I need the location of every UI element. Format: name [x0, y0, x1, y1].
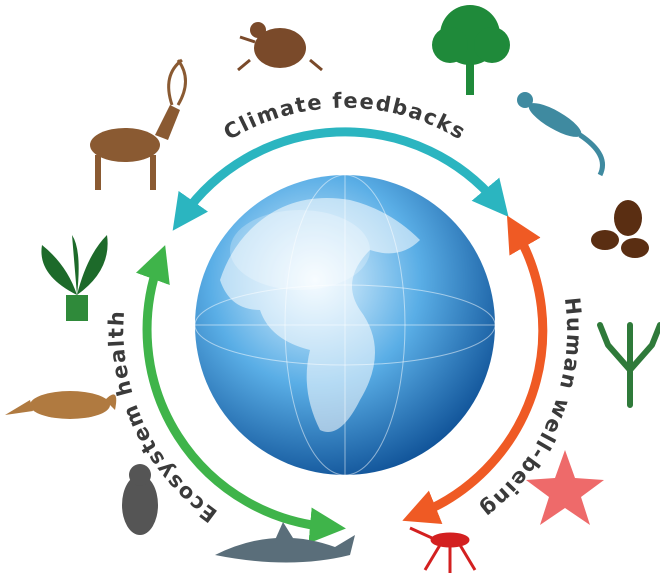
- arrow-ecosystem: [135, 245, 346, 544]
- lizard-icon: [517, 92, 605, 177]
- arrow-human: [402, 215, 548, 524]
- arrow-climate: [172, 127, 509, 231]
- globe: [194, 174, 496, 476]
- shark-icon: [215, 522, 355, 563]
- penguin-icon: [122, 464, 158, 535]
- starfish-icon: [526, 450, 604, 525]
- plant-icon: [41, 235, 108, 321]
- mosquito-icon: [409, 526, 477, 573]
- beetle-icon: [237, 22, 323, 72]
- coral-icon: [597, 322, 660, 408]
- kudu-icon: [90, 58, 187, 190]
- anteater-icon: [5, 391, 117, 419]
- coffee-icon: [591, 200, 649, 258]
- tree-icon: [432, 5, 510, 95]
